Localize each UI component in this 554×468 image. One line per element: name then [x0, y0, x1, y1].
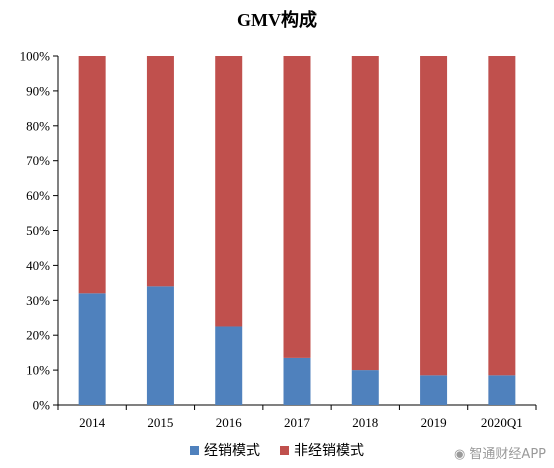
- y-tick-label: 10%: [26, 363, 50, 378]
- x-tick-label: 2018: [352, 415, 378, 430]
- bar-segment: [78, 293, 106, 405]
- bar-segment: [283, 357, 311, 405]
- x-tick-label: 2019: [421, 415, 447, 430]
- bar-segment: [283, 56, 311, 358]
- y-tick-label: 100%: [20, 49, 51, 64]
- x-tick-label: 2014: [79, 415, 106, 430]
- chart-title: GMV构成: [237, 10, 317, 30]
- y-tick-label: 70%: [26, 153, 50, 168]
- bar-segment: [488, 56, 516, 376]
- watermark-text: 智通财经APP: [469, 447, 546, 462]
- y-tick-label: 80%: [26, 118, 50, 133]
- legend-label: 经销模式: [204, 443, 260, 459]
- bar-segment: [78, 56, 106, 294]
- x-tick-label: 2020Q1: [481, 415, 523, 430]
- x-tick-label: 2017: [284, 415, 311, 430]
- x-tick-label: 2015: [147, 415, 173, 430]
- legend-swatch: [280, 446, 289, 455]
- legend-swatch: [190, 446, 199, 455]
- y-tick-label: 90%: [26, 83, 50, 98]
- y-tick-label: 60%: [26, 188, 50, 203]
- bar-segment: [420, 56, 448, 376]
- bar-segment: [351, 56, 379, 371]
- y-tick-label: 50%: [26, 223, 50, 238]
- x-tick-label: 2016: [216, 415, 243, 430]
- bar-segment: [146, 56, 174, 287]
- y-tick-label: 20%: [26, 328, 50, 343]
- y-tick-label: 40%: [26, 258, 50, 273]
- bar-segment: [488, 375, 516, 405]
- watermark: ◉ 智通财经APP: [454, 443, 546, 462]
- bar-segment: [215, 326, 243, 405]
- legend-label: 非经销模式: [294, 443, 364, 459]
- y-tick-label: 0%: [33, 398, 51, 413]
- y-tick-label: 30%: [26, 293, 50, 308]
- bar-segment: [215, 56, 243, 327]
- watermark-icon: ◉: [453, 447, 466, 462]
- bar-segment: [351, 370, 379, 405]
- bar-segment: [146, 286, 174, 405]
- bar-segment: [420, 375, 448, 405]
